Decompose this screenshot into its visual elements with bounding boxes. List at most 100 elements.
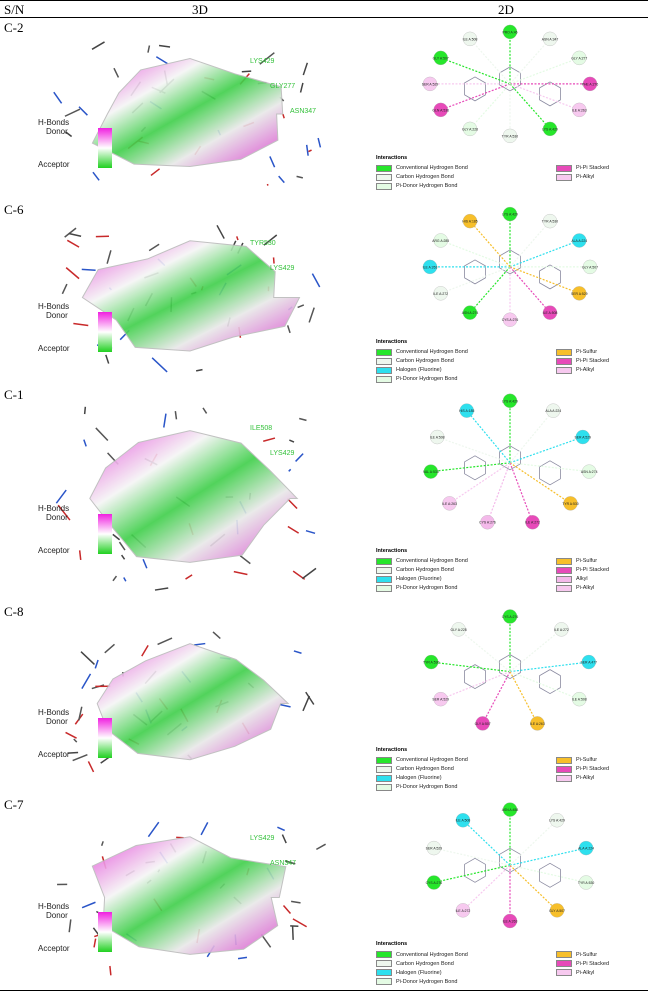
residue-node [572,233,587,248]
ligand-ring [539,460,561,486]
legend-label: Halogen (Fluorine) [396,969,442,976]
interaction-line [509,38,551,85]
interactions-title: Interactions [376,547,408,554]
residue-label-3d: GLY277 [270,83,296,90]
ligand-bond [260,933,272,948]
panel-3d [40,32,380,196]
residue-node [455,813,471,828]
ligand-bond [237,956,248,960]
legend-swatch [376,566,392,574]
ligand-bond [305,529,316,535]
ligand-bond [64,131,73,138]
legend-label: Conventional Hydrogen Bond [396,165,468,171]
interaction-line [449,462,511,504]
ligand-bond [78,106,88,116]
ligand-bond [305,691,315,705]
interaction-line [430,462,511,473]
ligand-bond [154,587,169,591]
hbonds-donor: Donor [46,127,68,137]
legend-swatch [376,182,392,190]
ligand-bond [263,234,278,246]
residue-node [530,716,545,731]
ligand-bond [142,558,148,569]
ligand-bond [236,236,239,241]
ligand-bond [174,411,178,420]
ligand-bond [282,113,285,119]
ligand-bond [291,926,294,940]
protein-surface-3d [61,224,321,373]
interaction-line [509,671,538,724]
residue-label-3d: ASN347 [270,860,297,867]
residue-label: PHE A:276 [582,82,599,86]
ligand-bond [288,468,292,472]
panel-2d: LYS A:429 TYR A:530 ALA A:224 GLY A:507 SER … [410,204,648,335]
interaction-legend-item: Pi-Donor Hydrogen Bond [376,375,458,383]
interaction-legend-item: Pi-Sulfur [556,951,597,959]
ligand-bond [291,900,301,904]
residue-node [572,286,587,301]
interaction-legend-item: Carbon Hydrogen Bond [376,765,454,773]
hbonds-acceptor: Acceptor [38,944,70,954]
residue-label: HIS A:185 [462,220,477,224]
residue-node [563,496,578,511]
residue-label: GLY A:507 [475,722,491,726]
residue-label: TYR A:530 [578,881,595,885]
interaction-legend-item: Carbon Hydrogen Bond [376,357,454,365]
residue-node [426,840,442,856]
ligand-bond [202,407,208,414]
binding-surface [91,57,284,168]
ligand-bond [200,822,209,836]
ligand-bond [301,567,317,580]
ligand-bond [278,175,285,184]
legend-swatch [376,783,392,791]
legend-label: Conventional Hydrogen Bond [396,558,468,565]
legend-swatch [556,951,572,959]
hbonds-title: H-Bonds [38,504,70,514]
interaction-line [466,410,511,464]
ligand-bond [239,555,251,565]
interaction-legend-item: Halogen (Fluorine) [376,969,442,977]
header-bottom-rule [0,17,648,18]
legend-label: Pi-Sulfur [576,349,598,356]
ligand-ring [539,862,561,888]
legend-swatch [376,375,392,383]
ligand-bond [157,637,173,646]
ligand-bond [83,439,87,447]
ligand-bond [282,905,292,915]
protein-surface-3d [53,41,322,186]
ligand-bond [148,243,160,252]
interaction-legend-item: Pi-Sulfur [556,557,597,565]
residue-label: ILE A:263 [423,265,438,269]
interaction-legend-item: Pi-Alkyl [556,173,594,181]
residue-label: TYR A:530 [423,661,440,665]
residue-label: ALA A:224 [571,239,587,243]
interaction-legend-item: Carbon Hydrogen Bond [376,566,454,574]
residue-label: ALA A:224 [545,409,561,413]
residue-label-3d: TYR530 [250,240,276,247]
residue-label: ILE A:272 [554,628,569,632]
interaction-line [509,671,580,700]
residue-label-3d: LYS429 [250,58,275,65]
ligand-bond [302,62,309,76]
interaction-legend-item: Halogen (Fluorine) [376,366,442,374]
interaction-line [509,83,580,111]
residue-node [502,913,518,929]
ligand-bond [57,504,71,521]
hbonds-legend: H-Bonds Donor Acceptor [38,118,112,169]
interaction-legend-item: Conventional Hydrogen Bond [376,951,468,959]
residue-node [502,24,518,40]
residue-node [502,206,518,222]
legend-label: Pi-Donor Hydrogen Bond [396,376,458,383]
ligand-bond [81,901,96,909]
ligand-bond [120,554,126,560]
protein-surface-3d [57,821,326,976]
legend-label: Pi-Alkyl [576,585,595,592]
interaction-line [431,661,511,673]
ligand-bond [81,673,92,689]
ligand-bond [284,860,296,865]
ligand-ring [499,445,521,471]
ligand-bond [287,525,300,534]
legend-swatch [556,348,572,356]
interaction-line [462,819,511,866]
ligand-bond [280,703,291,708]
